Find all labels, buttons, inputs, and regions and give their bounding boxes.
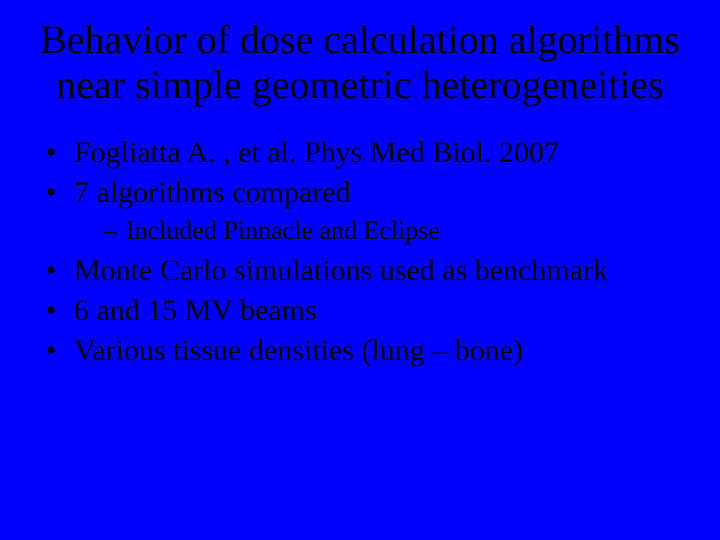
bullet-text: Monte Carlo simulations used as benchmar…	[74, 254, 608, 287]
slide: Behavior of dose calculation algorithms …	[0, 0, 720, 540]
bullet-text: Fogliatta A. , et al. Phys Med Biol. 200…	[74, 136, 559, 169]
list-item: Monte Carlo simulations used as benchmar…	[44, 252, 686, 290]
list-item: 6 and 15 MV beams	[44, 292, 686, 330]
slide-title: Behavior of dose calculation algorithms …	[34, 18, 686, 108]
sub-bullet-list: Included Pinnacle and Eclipse	[74, 214, 686, 247]
bullet-list: Fogliatta A. , et al. Phys Med Biol. 200…	[34, 134, 686, 371]
bullet-text: Various tissue densities (lung – bone)	[74, 334, 523, 367]
list-item: Included Pinnacle and Eclipse	[104, 214, 686, 247]
bullet-text: 7 algorithms compared	[74, 176, 351, 209]
list-item: Various tissue densities (lung – bone)	[44, 332, 686, 370]
bullet-text: 6 and 15 MV beams	[74, 294, 317, 327]
bullet-text: Included Pinnacle and Eclipse	[126, 216, 440, 245]
list-item: Fogliatta A. , et al. Phys Med Biol. 200…	[44, 134, 686, 172]
list-item: 7 algorithms compared Included Pinnacle …	[44, 174, 686, 248]
